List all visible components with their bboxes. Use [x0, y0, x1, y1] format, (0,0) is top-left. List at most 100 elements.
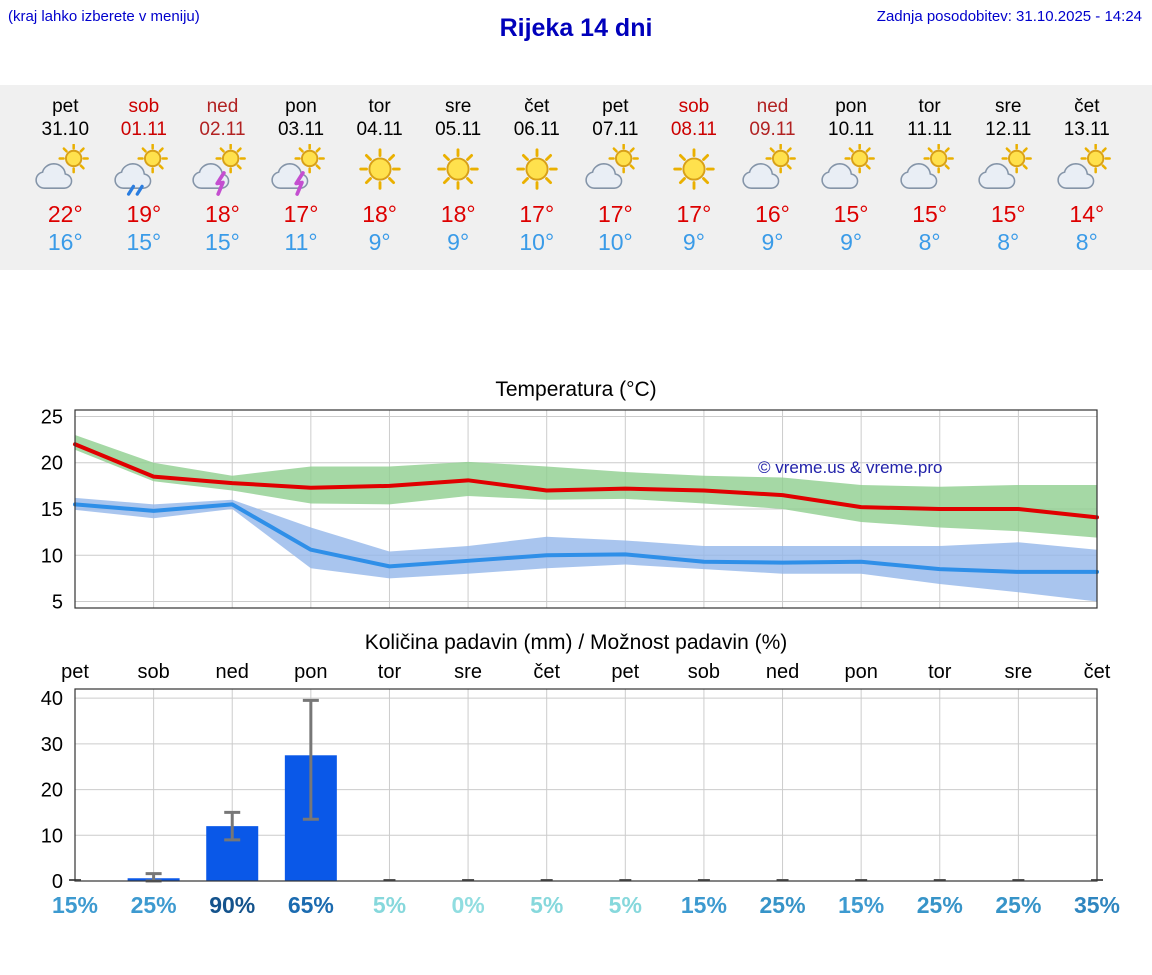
day-date: 10.11: [828, 119, 875, 140]
day-name: sre: [995, 96, 1022, 117]
precip-probability: 90%: [209, 892, 255, 918]
weather-icon-sun-cloud-storm: [270, 144, 332, 196]
temp-max: 14°: [1069, 201, 1105, 227]
day-name: tor: [918, 96, 941, 117]
temp-max: 17°: [519, 201, 555, 227]
day-name: pon: [285, 96, 317, 117]
day-date: 12.11: [985, 119, 1032, 140]
day-name: sob: [678, 96, 710, 117]
precip-zero-mark: [619, 879, 632, 881]
error-bar: [145, 872, 162, 883]
error-bar: [224, 810, 241, 842]
day-name: tor: [368, 96, 391, 117]
day-label: sre: [1004, 661, 1032, 683]
temp-min: 8°: [997, 229, 1020, 255]
y-axis-tick-label: 30: [41, 734, 63, 756]
temp-max: 18°: [440, 201, 476, 227]
plot-border: [74, 688, 1098, 882]
forecast-day-column: pet 07.11 17° 10°: [576, 95, 655, 256]
day-name: čet: [1074, 96, 1100, 117]
precip-chart-title: Količina padavin (mm) / Možnost padavin …: [364, 631, 788, 654]
weather-icon-sun-cloud: [34, 144, 96, 196]
page-header: (kraj lahko izberete v meniju) Rijeka 14…: [0, 0, 1152, 85]
precip-probability: 5%: [530, 892, 563, 918]
day-date: 02.11: [199, 119, 246, 140]
precip-probability: 25%: [995, 892, 1041, 918]
watermark: © vreme.us & vreme.pro: [758, 458, 942, 477]
day-name: pon: [835, 96, 867, 117]
precip-probability: 35%: [1074, 892, 1120, 918]
forecast-day-column: ned 02.11 18° 15°: [183, 95, 262, 256]
day-date: 31.10: [41, 119, 90, 140]
day-date: 13.11: [1063, 119, 1110, 140]
menu-hint: (kraj lahko izberete v meniju): [8, 8, 200, 25]
spacer: [0, 270, 1152, 378]
temp-max: 22°: [47, 201, 83, 227]
day-date: 03.11: [277, 119, 325, 140]
day-date: 11.11: [907, 119, 953, 140]
forecast-day-column: tor 11.11 15° 8°: [890, 95, 969, 256]
temp-min: 11°: [284, 229, 318, 255]
weather-icon-sun: [349, 144, 411, 196]
plot-border: [74, 409, 1098, 609]
forecast-day-column: sob 08.11 17° 9°: [655, 95, 734, 256]
day-date: 04.11: [356, 119, 403, 140]
temp-max: 15°: [990, 201, 1026, 227]
error-bar: [302, 698, 319, 821]
temp-min: 9°: [682, 229, 705, 255]
precip-probability: 15%: [681, 892, 727, 918]
forecast-strip: pet 31.10 22° 16° sob 01.11 19° 15° ned 02.11 18° 1…: [0, 85, 1152, 270]
temp-max: 18°: [205, 201, 240, 227]
forecast-day-column: sob 01.11 19° 15°: [105, 95, 184, 256]
day-name: sob: [128, 96, 160, 117]
day-date: 01.11: [120, 119, 167, 140]
page-title: Rijeka 14 dni: [499, 14, 653, 42]
day-name: sre: [444, 96, 472, 117]
temp-min: 9°: [840, 229, 863, 255]
weather-icon-sun-cloud: [584, 144, 646, 196]
temp-min: 15°: [126, 229, 162, 255]
temp-max: 17°: [283, 201, 319, 227]
day-label: sre: [454, 661, 482, 683]
temp-min: 8°: [918, 229, 941, 255]
weather-icon-sun: [663, 144, 725, 196]
day-label: pon: [294, 661, 327, 683]
day-date: 09.11: [749, 119, 796, 140]
precip-zero-mark: [933, 879, 946, 881]
forecast-day-column: čet 13.11 14° 8°: [1048, 95, 1127, 256]
forecast-day-column: čet 06.11 17° 10°: [497, 95, 576, 256]
precipitation-chart: pet sob ned pon tor sre čet pet sob ned pon tor sre č…: [41, 661, 1120, 918]
weather-page: (kraj lahko izberete v meniju) Rijeka 14…: [0, 0, 1152, 918]
temperature-chart: 5 10 15 20 25 © vreme.us & vreme.pro: [41, 407, 1099, 614]
forecast-day-column: sre 05.11 18° 9°: [419, 95, 498, 256]
forecast-day-column: pon 03.11 17° 11°: [262, 95, 341, 256]
precip-probability: 65%: [288, 892, 334, 918]
y-axis-tick-label: 15: [41, 499, 63, 521]
temp-line-max: [73, 442, 1099, 520]
y-axis-tick-label: 10: [41, 825, 63, 847]
day-date: 06.11: [513, 119, 560, 140]
forecast-day-column: pon 10.11 15° 9°: [812, 95, 891, 256]
day-label: čet: [1084, 661, 1111, 683]
weather-icon-sun: [427, 144, 489, 196]
weather-icon-sun-cloud: [1056, 144, 1118, 196]
temp-min: 16°: [47, 229, 83, 255]
y-axis-tick-label: 10: [41, 545, 63, 567]
precip-zero-mark: [855, 879, 868, 881]
day-label: čet: [533, 661, 560, 683]
day-name: ned: [756, 96, 789, 117]
forecast-day-column: sre 12.11 15° 8°: [969, 95, 1048, 256]
temp-max: 17°: [676, 201, 712, 227]
day-label: ned: [766, 661, 799, 683]
forecast-day-column: tor 04.11 18° 9°: [340, 95, 419, 256]
precip-probability: 15%: [838, 892, 884, 918]
precip-zero-mark: [776, 879, 789, 881]
forecast-day-column: ned 09.11 16° 9°: [733, 95, 812, 256]
precip-probability: 5%: [373, 892, 406, 918]
day-date: 08.11: [670, 119, 717, 140]
temp-max: 19°: [126, 201, 162, 227]
temp-max: 18°: [362, 201, 397, 227]
temp-min: 8°: [1075, 229, 1098, 255]
weather-icon-sun-cloud: [820, 144, 882, 196]
band-max-range: [75, 434, 1097, 538]
